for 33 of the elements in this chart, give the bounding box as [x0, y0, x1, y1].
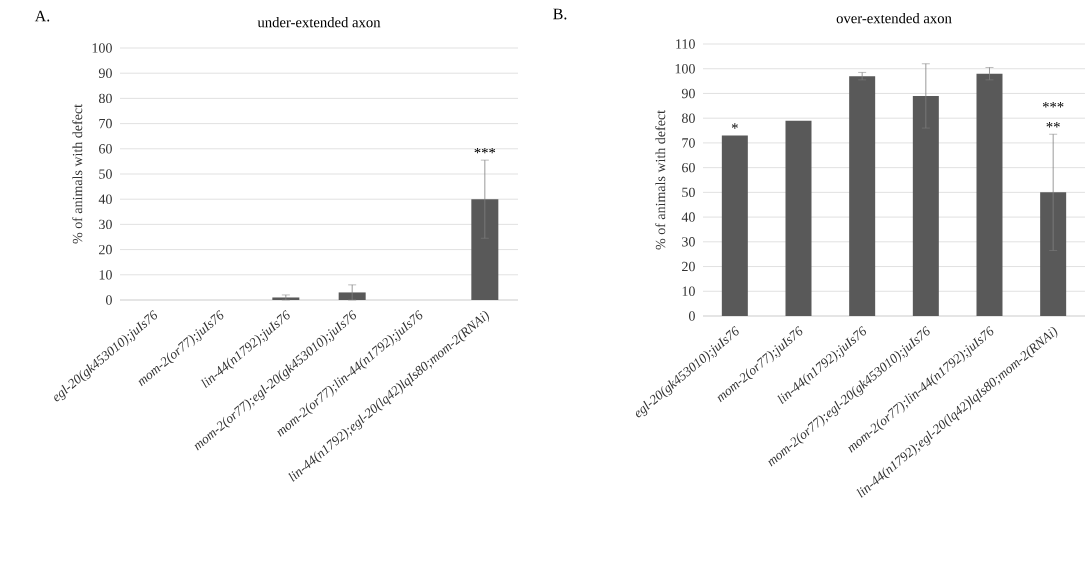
y-tick-label: 20	[682, 261, 695, 272]
y-tick-label: 50	[682, 187, 695, 198]
y-tick-label: 20	[99, 244, 112, 255]
y-tick-label: 40	[98, 194, 112, 204]
y-tick-label: 50	[99, 169, 112, 179]
y-tick-label: 30	[99, 219, 112, 230]
y-tick-label: 0	[105, 295, 112, 305]
y-axis-title: % of animals with defect	[655, 110, 666, 250]
y-tick-label: 80	[98, 93, 112, 104]
y-tick-label: 70	[682, 138, 695, 148]
annotation: **	[1046, 122, 1060, 128]
annotation: ***	[474, 147, 496, 154]
y-tick-label: 70	[99, 118, 112, 129]
y-tick-label: 40	[681, 212, 695, 222]
y-tick-label: 30	[682, 237, 695, 247]
text: A.	[34, 10, 50, 22]
chart-title: under-extended axon	[257, 16, 381, 28]
y-tick-label: 60	[99, 144, 112, 154]
y-tick-label: 10	[99, 270, 112, 280]
chart-title: over-extended axon	[836, 12, 952, 24]
y-tick-label: 0	[688, 311, 695, 321]
y-tick-label: 100	[675, 64, 695, 74]
y-tick-label: 90	[681, 88, 695, 99]
y-tick-label: 110	[676, 39, 695, 49]
y-tick-label: 90	[98, 68, 112, 78]
text: B.	[553, 8, 567, 20]
y-tick-label: 10	[682, 286, 695, 296]
y-axis-title: % of animals with defect	[72, 104, 83, 244]
y-tick-label: 60	[682, 162, 695, 173]
annotation: ***	[1042, 102, 1064, 108]
annotation: *	[731, 123, 738, 129]
y-tick-label: 80	[681, 113, 695, 123]
y-tick-label: 100	[92, 43, 112, 53]
